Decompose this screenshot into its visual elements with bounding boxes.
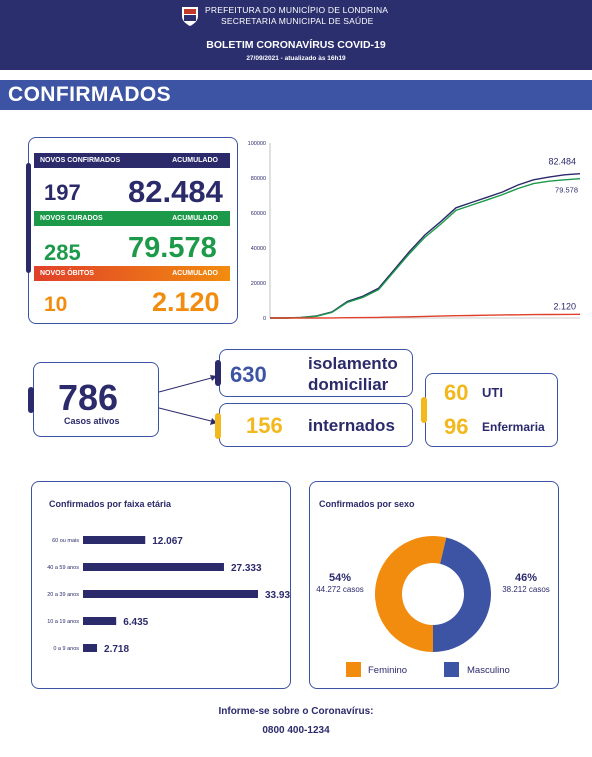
feminino-percent: 54%: [329, 572, 351, 584]
confirmados-strip: NOVOS CONFIRMADOS ACUMULADO: [34, 153, 230, 168]
uti-label: UTI: [482, 385, 503, 400]
bulletin-date: 27/09/2021 - atualizado às 16h19: [246, 55, 346, 62]
header-line2: SECRETARIA MUNICIPAL DE SAÚDE: [221, 16, 374, 26]
masculino-count: 38.212 casos: [502, 585, 550, 594]
age-category-label: 0 a 9 anos: [53, 646, 79, 652]
isolamento-box: 630 isolamento domiciliar: [219, 349, 413, 397]
y-tick-label: 0: [263, 316, 266, 322]
series-line-1: [270, 178, 581, 319]
bulletin-title: BOLETIM CORONAVÍRUS COVID-19: [206, 39, 386, 51]
y-tick-label: 20000: [251, 281, 266, 287]
isolamento-value: 630: [230, 362, 267, 387]
series-end-label-0: 82.484: [548, 157, 576, 167]
curados-total: 79.578: [128, 232, 217, 264]
feminino-count: 44.272 casos: [316, 585, 364, 594]
age-bar: [83, 590, 258, 598]
donut-slice-masculino: [433, 537, 491, 652]
legend-label-masculino: Masculino: [467, 665, 510, 676]
series-line-2: [270, 313, 581, 319]
series-end-label-2: 2.120: [553, 301, 576, 311]
kpi-accent-bar: [26, 163, 31, 273]
age-bar-chart: 60 ou mais 12.067 40 a 59 anos 27.333 20 a 3…: [47, 536, 290, 655]
ativos-accent-bar: [28, 387, 34, 413]
uti-accent: [421, 397, 427, 423]
y-tick-label: 100000: [248, 141, 266, 147]
isolamento-accent: [215, 360, 221, 386]
casos-ativos-box: 786 Casos ativos: [33, 362, 159, 437]
bulletin-header: PREFEITURA DO MUNICÍPIO DE LONDRINA SECR…: [0, 0, 592, 70]
age-bar: [83, 617, 117, 625]
casos-ativos-total: 786: [58, 377, 119, 418]
y-tick-label: 40000: [251, 246, 266, 252]
age-chart-title: Confirmados por faixa etária: [49, 499, 172, 509]
curados-strip: NOVOS CURADOS ACUMULADO: [34, 211, 230, 226]
obitos-acc-label: ACUMULADO: [172, 270, 218, 277]
section-bar: CONFIRMADOS: [0, 80, 592, 110]
curados-acc-label: ACUMULADO: [172, 215, 218, 222]
confirmados-label: NOVOS CONFIRMADOS: [40, 157, 121, 164]
accumulated-line-chart: 0 20000 40000 60000 80000 100000 82.484 79.578 2…: [248, 141, 581, 322]
sex-chart-box: Confirmados por sexo 54% 44.272 casos 46% 3…: [309, 481, 559, 689]
legend-swatch-masculino: [444, 662, 459, 677]
series-line-0: [270, 173, 581, 319]
obitos-total: 2.120: [152, 287, 220, 317]
y-tick-label: 60000: [251, 211, 266, 217]
uti-enfermaria-box: 60 UTI 96 Enfermaria: [425, 373, 558, 447]
series-end-label-1: 79.578: [555, 186, 578, 195]
uti-value: 60: [444, 380, 469, 405]
age-value-label: 2.718: [104, 644, 129, 655]
age-category-label: 40 a 59 anos: [47, 565, 79, 571]
city-crest-icon: [182, 7, 198, 26]
sex-donut-chart: 54%44.272 casos 46%38.212 casos Feminino Ma…: [316, 536, 550, 677]
age-bar: [83, 563, 224, 571]
curados-new: 285: [44, 240, 81, 265]
obitos-new: 10: [44, 293, 68, 316]
enfermaria-label: Enfermaria: [482, 420, 545, 434]
age-chart-box: Confirmados por faixa etária 60 ou mais 1…: [31, 481, 291, 689]
age-category-label: 10 a 19 anos: [47, 619, 79, 625]
casos-ativos-label: Casos ativos: [64, 416, 120, 426]
internados-box: 156 internados: [219, 403, 413, 447]
enfermaria-value: 96: [444, 414, 469, 439]
donut-slice-feminino: [374, 536, 447, 652]
age-bar: [83, 644, 98, 652]
y-tick-label: 80000: [251, 176, 266, 182]
confirmados-acc-label: ACUMULADO: [172, 157, 218, 164]
internados-value: 156: [246, 413, 283, 438]
curados-label: NOVOS CURADOS: [40, 215, 103, 222]
internados-label: internados: [308, 416, 395, 435]
isolamento-label2: domiciliar: [308, 375, 389, 394]
section-title: CONFIRMADOS: [8, 83, 172, 106]
internados-accent: [215, 413, 221, 439]
footer-info: Informe-se sobre o Coronavírus:: [218, 706, 374, 717]
age-category-label: 60 ou mais: [52, 538, 79, 544]
legend-label-feminino: Feminino: [368, 665, 407, 676]
confirmados-total: 82.484: [128, 174, 223, 209]
age-bar: [83, 536, 146, 544]
masculino-percent: 46%: [515, 572, 537, 584]
age-category-label: 20 a 39 anos: [47, 592, 79, 598]
age-value-label: 33.931: [265, 590, 290, 601]
confirmados-new: 197: [44, 180, 81, 205]
age-value-label: 12.067: [152, 536, 183, 547]
age-value-label: 6.435: [123, 617, 148, 628]
isolamento-label1: isolamento: [308, 354, 398, 373]
footer-phone: 0800 400-1234: [262, 725, 330, 736]
obitos-label: NOVOS ÓBITOS: [40, 270, 94, 277]
sex-chart-title: Confirmados por sexo: [319, 499, 415, 509]
header-line1: PREFEITURA DO MUNICÍPIO DE LONDRINA: [205, 5, 389, 15]
age-value-label: 27.333: [231, 563, 262, 574]
obitos-strip: NOVOS ÓBITOS ACUMULADO: [34, 266, 230, 281]
legend-swatch-feminino: [346, 662, 361, 677]
